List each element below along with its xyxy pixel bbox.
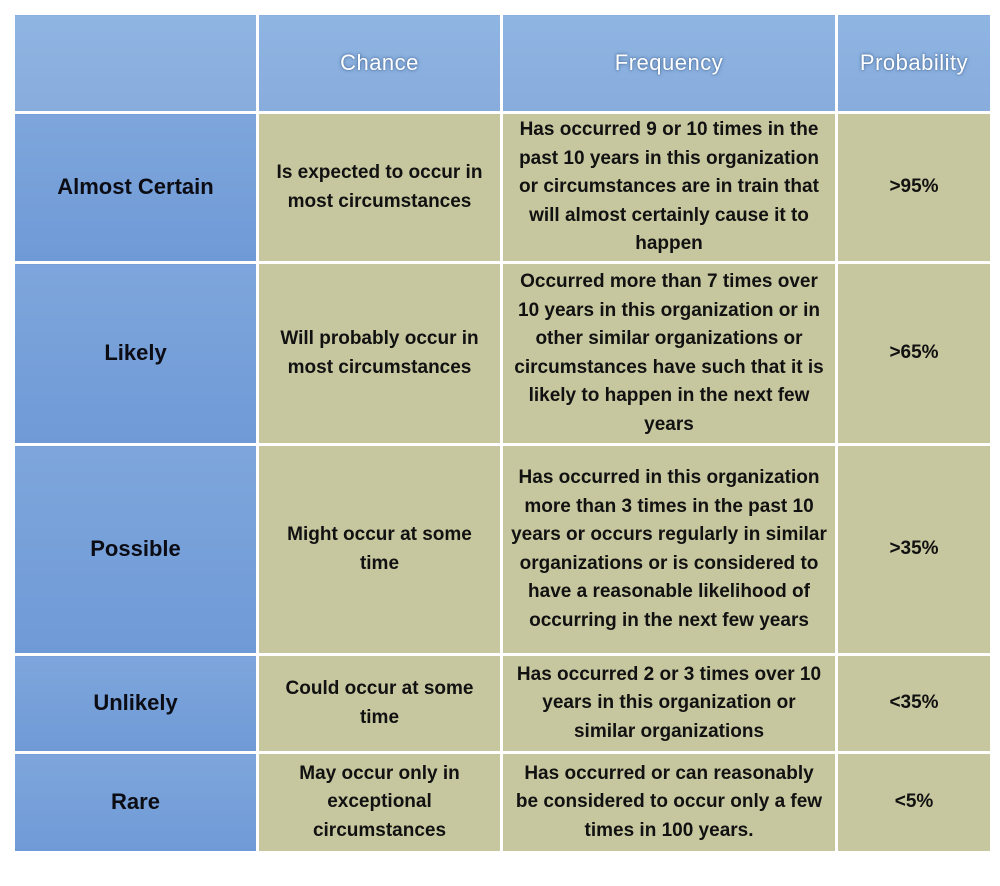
header-frequency: Frequency [500, 12, 838, 114]
row-label: Possible [12, 443, 259, 656]
table-row-almost-certain: Almost Certain Is expected to occur in m… [12, 111, 993, 264]
chance-cell: Is expected to occur in most circumstanc… [256, 111, 503, 264]
risk-likelihood-table: Chance Frequency Probability Almost Cert… [12, 12, 993, 854]
risk-likelihood-table-container: Chance Frequency Probability Almost Cert… [12, 12, 993, 878]
chance-cell: Might occur at some time [256, 443, 503, 656]
probability-cell: >95% [835, 111, 993, 264]
frequency-cell: Has occurred in this organization more t… [500, 443, 838, 656]
frequency-cell: Has occurred 9 or 10 times in the past 1… [500, 111, 838, 264]
header-chance: Chance [256, 12, 503, 114]
probability-cell: <35% [835, 653, 993, 754]
chance-cell: Could occur at some time [256, 653, 503, 754]
frequency-cell: Has occurred or can reasonably be consid… [500, 751, 838, 854]
chance-cell: Will probably occur in most circumstance… [256, 261, 503, 446]
frequency-cell: Occurred more than 7 times over 10 years… [500, 261, 838, 446]
row-label: Unlikely [12, 653, 259, 754]
frequency-cell: Has occurred 2 or 3 times over 10 years … [500, 653, 838, 754]
table-row-likely: Likely Will probably occur in most circu… [12, 261, 993, 446]
probability-cell: <5% [835, 751, 993, 854]
chance-cell: May occur only in exceptional circumstan… [256, 751, 503, 854]
table-row-rare: Rare May occur only in exceptional circu… [12, 751, 993, 854]
row-label: Almost Certain [12, 111, 259, 264]
table-row-possible: Possible Might occur at some time Has oc… [12, 443, 993, 656]
row-label: Rare [12, 751, 259, 854]
probability-cell: >65% [835, 261, 993, 446]
header-probability: Probability [835, 12, 993, 114]
table-row-unlikely: Unlikely Could occur at some time Has oc… [12, 653, 993, 754]
row-label: Likely [12, 261, 259, 446]
header-row: Chance Frequency Probability [12, 12, 993, 114]
probability-cell: >35% [835, 443, 993, 656]
header-corner-cell [12, 12, 259, 114]
